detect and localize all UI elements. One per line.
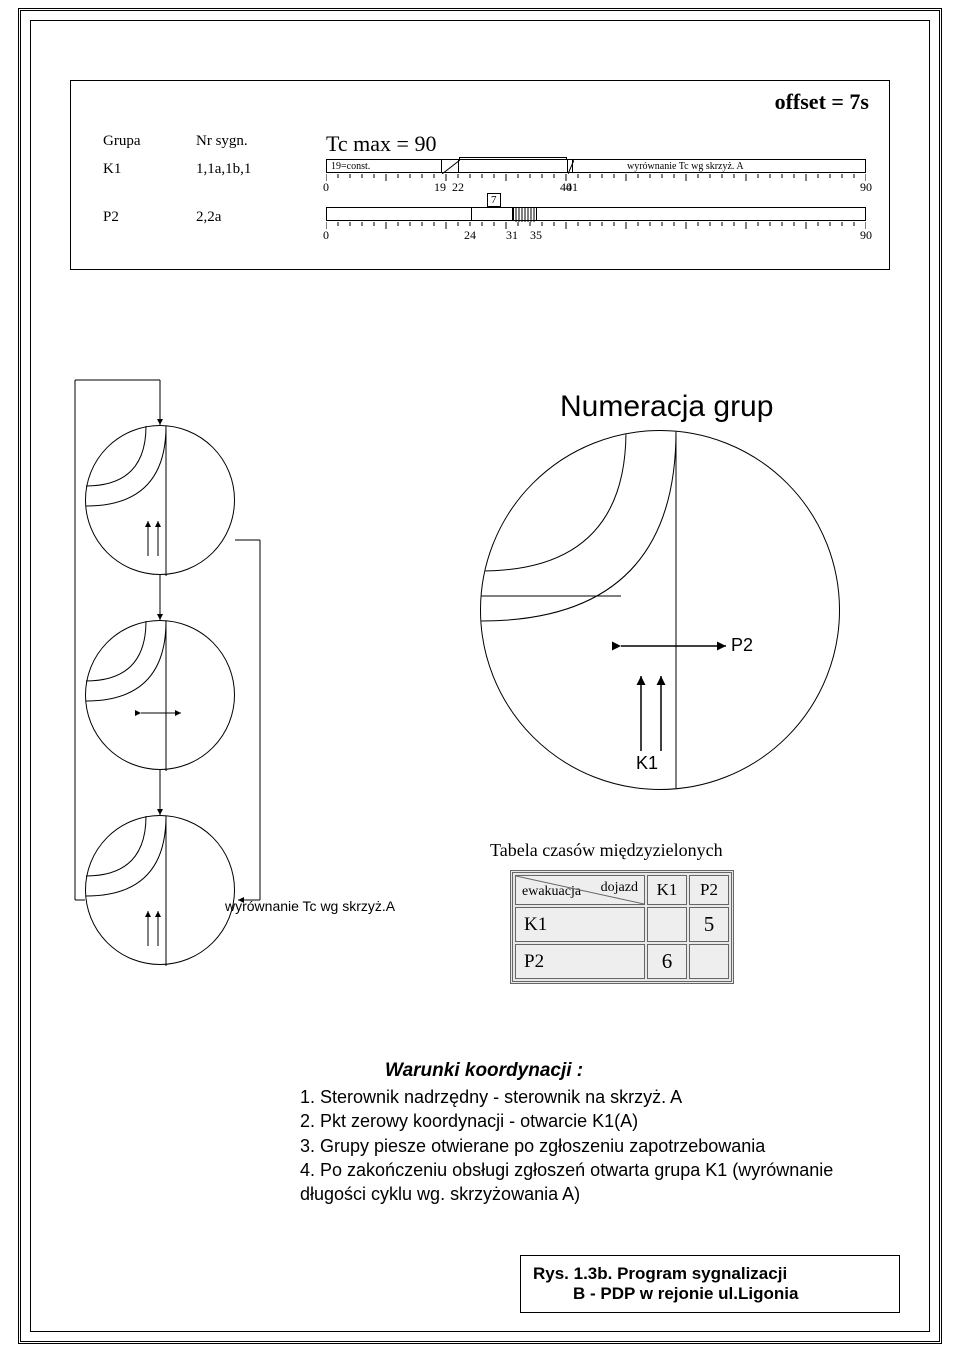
tick-label: 90 (860, 228, 872, 243)
tick-label: 35 (530, 228, 542, 243)
bar2-seg-a (471, 207, 513, 221)
header-nrsygn: Nr sygn. (196, 133, 248, 150)
timing-panel: offset = 7s Tc max = 90 Grupa Nr sygn. K… (70, 80, 890, 270)
row1-group: K1 (103, 161, 121, 178)
cond-4-text: Po zakończeniu obsługi zgłoszeń otwarta … (300, 1160, 833, 1204)
tick-label: 90 (860, 180, 872, 195)
cond-3-text: Grupy piesze otwierane po zgłoszeniu zap… (320, 1136, 765, 1156)
big-p2-label: P2 (731, 635, 753, 656)
tick-label: 31 (506, 228, 518, 243)
bar2-seven: 7 (487, 193, 501, 207)
ig-ewakuacja: ewakuacja (522, 884, 581, 900)
phase-circle-2 (85, 620, 235, 770)
cond-4: 4. Po zakończeniu obsługi zgłoszeń otwar… (300, 1158, 900, 1207)
caption-box: Rys. 1.3b. Program sygnalizacji B - PDP … (520, 1255, 900, 1313)
ig-r0c0 (647, 907, 687, 942)
bar-p2: 7 (326, 207, 866, 221)
tick-label: 22 (452, 180, 464, 195)
tick-label: 41 (566, 180, 578, 195)
ig-r1c1 (689, 944, 729, 979)
numeracja-title: Numeracja grup (560, 390, 773, 424)
bar1-ticks: 01922404190 (326, 174, 866, 182)
tick-label: 24 (464, 228, 476, 243)
flow-note: wyrównanie Tc wg skrzyż.A (225, 898, 395, 914)
cond-2: 2. Pkt zerowy koordynacji - otwarcie K1(… (300, 1109, 900, 1133)
intergreen-title: Tabela czasów międzyzielonych (490, 840, 723, 861)
bar2-seg-b (513, 207, 537, 221)
tick-label: 19 (434, 180, 446, 195)
phase-circle-1 (85, 425, 235, 575)
ig-row0-label: K1 (515, 907, 645, 942)
phase-circle-3 (85, 815, 235, 965)
ig-col-p2: P2 (689, 875, 729, 905)
row2-signals: 2,2a (196, 209, 221, 226)
tick-label: 0 (323, 228, 329, 243)
big-circle: P2 K1 (480, 430, 840, 790)
intergreen-table: dojazd ewakuacja K1 P2 K1 5 P2 6 (510, 870, 734, 984)
tick-label: 0 (323, 180, 329, 195)
bar1-seg-b (567, 159, 573, 173)
ig-col-k1: K1 (647, 875, 687, 905)
cond-2-text: Pkt zerowy koordynacji - otwarcie K1(A) (320, 1111, 638, 1131)
tc-max-label: Tc max = 90 (326, 131, 436, 157)
caption-line2: B - PDP w rejonie ul.Ligonia (533, 1284, 887, 1304)
conditions-title: Warunki koordynacji : (385, 1060, 583, 1082)
offset-label: offset = 7s (775, 89, 869, 115)
conditions-list: 1. Sterownik nadrzędny - sterownik na sk… (300, 1085, 900, 1206)
row1-signals: 1,1a,1b,1 (196, 161, 251, 178)
row2-group: P2 (103, 209, 119, 226)
ig-r0c1: 5 (689, 907, 729, 942)
bar2-ticks: 024313590 (326, 222, 866, 230)
bar1-thin (459, 157, 567, 160)
bar-k1: 19=const. wyrównanie Tc wg skrzyż. A (326, 159, 866, 173)
header-grupa: Grupa (103, 133, 141, 150)
bar1-seg-a (441, 159, 459, 173)
ig-row1-label: P2 (515, 944, 645, 979)
cond-1: 1. Sterownik nadrzędny - sterownik na sk… (300, 1085, 900, 1109)
caption-line1: Rys. 1.3b. Program sygnalizacji (533, 1264, 887, 1284)
bar1-wyrownanie: wyrównanie Tc wg skrzyż. A (627, 161, 744, 172)
cond-1-text: Sterownik nadrzędny - sterownik na skrzy… (320, 1087, 682, 1107)
ig-diag-cell: dojazd ewakuacja (515, 875, 645, 905)
cond-3: 3. Grupy piesze otwierane po zgłoszeniu … (300, 1134, 900, 1158)
bar1-const: 19=const. (331, 161, 370, 172)
ig-r1c0: 6 (647, 944, 687, 979)
ig-dojazd: dojazd (601, 880, 638, 896)
big-k1-label: K1 (636, 753, 658, 774)
